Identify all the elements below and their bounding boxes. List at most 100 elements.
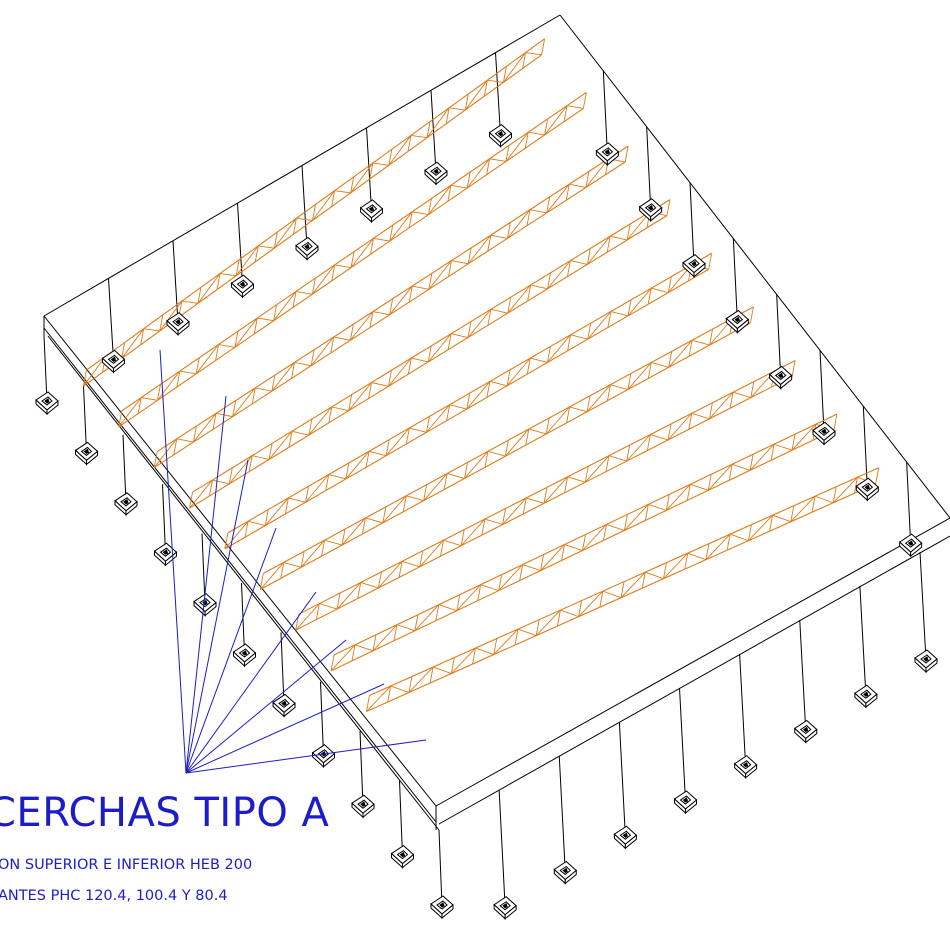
truss-post (519, 564, 524, 581)
truss-diagonal (522, 564, 541, 571)
truss-diagonal (426, 404, 450, 433)
truss-post (311, 278, 316, 295)
footing-side-right (866, 486, 879, 502)
footing (812, 421, 836, 446)
truss-post (350, 176, 355, 193)
footing-side-right (371, 207, 383, 223)
footing-inner (436, 900, 448, 910)
column-base (368, 206, 375, 212)
column-side (819, 350, 825, 433)
truss-diagonal (610, 384, 629, 390)
truss-diagonal (505, 131, 529, 162)
footing-side-right (113, 358, 125, 374)
truss-diagonal (487, 79, 504, 83)
truss-diagonal (341, 517, 366, 546)
truss-post (456, 594, 461, 611)
truss-post (467, 247, 472, 264)
truss-post (137, 397, 142, 414)
leader-line (185, 459, 249, 774)
fascia-left (43, 327, 437, 823)
column-base (241, 650, 248, 656)
column-right (799, 619, 807, 731)
footing-inner (41, 396, 53, 406)
column-base (622, 832, 628, 838)
truss-diagonal (247, 520, 266, 527)
truss-post (159, 314, 164, 332)
truss-post (567, 334, 572, 351)
truss-post (526, 209, 531, 226)
truss-post (726, 534, 731, 551)
footing-inner (619, 830, 632, 840)
truss-diagonal (412, 285, 429, 290)
footing (166, 312, 190, 336)
truss-diagonal (489, 158, 507, 162)
truss-post (668, 351, 673, 368)
column-side (732, 238, 738, 321)
truss-diagonal (456, 584, 482, 611)
truss-post (408, 211, 413, 228)
footing (725, 309, 750, 334)
leader-line (185, 527, 277, 774)
truss-post (315, 603, 320, 620)
truss-diagonal (544, 105, 568, 136)
truss-diagonal (732, 463, 751, 471)
truss-post (361, 517, 366, 535)
truss-post (514, 629, 519, 646)
truss-diagonal (330, 644, 356, 672)
truss-diagonal (506, 357, 531, 387)
column-front (399, 780, 403, 856)
footing-inner (731, 314, 744, 325)
truss-post (192, 426, 197, 443)
truss-post (641, 572, 646, 589)
truss-post (486, 158, 491, 175)
truss (118, 91, 587, 428)
truss-diagonal (334, 190, 351, 194)
truss-post (387, 685, 392, 703)
truss-post (357, 582, 362, 599)
footing-side-right (606, 150, 619, 166)
truss-diagonal (224, 520, 249, 550)
truss-diagonal (179, 370, 197, 375)
truss-post (586, 395, 591, 412)
footing (595, 142, 620, 167)
truss-diagonal (475, 647, 494, 655)
column-back (108, 278, 114, 361)
column-base (923, 656, 929, 662)
truss-post (350, 251, 355, 268)
truss-post (833, 414, 838, 431)
truss-diagonal (283, 561, 302, 568)
truss-post (464, 93, 469, 111)
truss-diagonal (460, 518, 486, 546)
truss-post (466, 392, 471, 410)
footing-side-right (865, 693, 878, 709)
truss-post (707, 474, 712, 491)
truss-post (189, 492, 193, 509)
truss-bottom-chord (189, 215, 668, 509)
truss-post (486, 381, 491, 398)
truss-diagonal (252, 455, 270, 460)
truss-diagonal (423, 473, 448, 501)
truss-diagonal (620, 571, 646, 598)
truss-post (448, 260, 452, 277)
truss-post (428, 273, 433, 290)
truss-diagonal (273, 218, 297, 249)
truss-post (624, 145, 629, 163)
truss-post (234, 331, 239, 348)
footing-side-right (242, 283, 254, 299)
truss-diagonal (288, 497, 306, 503)
truss-diagonal (388, 135, 412, 166)
truss-diagonal (432, 666, 452, 674)
truss-post (505, 145, 510, 162)
footing-inner (494, 128, 507, 139)
footing-side-right (693, 262, 706, 278)
truss-diagonal (350, 238, 374, 268)
column-front (122, 434, 127, 503)
truss-diagonal (121, 328, 145, 359)
truss-post (527, 284, 532, 302)
truss-post (811, 496, 816, 513)
truss-diagonal (772, 514, 791, 523)
truss-diagonal (331, 406, 349, 412)
truss-diagonal (365, 517, 383, 524)
truss-post (506, 369, 511, 386)
column-side (646, 126, 652, 209)
